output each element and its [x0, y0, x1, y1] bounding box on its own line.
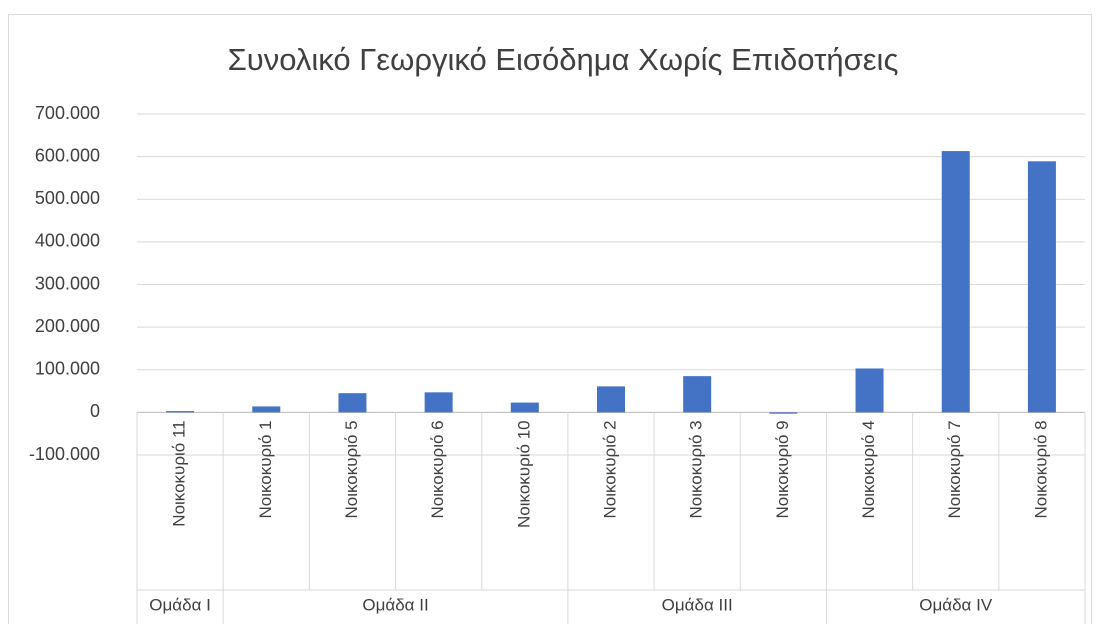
bar	[683, 376, 712, 413]
y-tick-label: 200.000	[35, 316, 100, 336]
chart-title: Συνολικό Γεωργικό Εισόδημα Χωρίς Επιδοτή…	[228, 42, 899, 77]
y-tick-label: 100.000	[35, 359, 100, 379]
x-tick-label: Νοικοκυριό 7	[945, 420, 964, 518]
x-tick-label: Νοικοκυριό 2	[600, 420, 619, 518]
chart-frame	[8, 14, 1092, 624]
x-tick-label: Νοικοκυριό 8	[1031, 420, 1050, 518]
group-label: Ομάδα II	[362, 595, 428, 614]
y-tick-label: 500.000	[35, 188, 100, 208]
y-tick-label: -100.000	[29, 444, 100, 464]
bar	[769, 412, 798, 414]
x-tick-label: Νοικοκυριό 5	[342, 420, 361, 518]
x-tick-label: Νοικοκυριό 9	[773, 420, 792, 518]
group-label: Ομάδα I	[149, 595, 211, 614]
bar	[510, 402, 539, 413]
y-tick-label: 400.000	[35, 231, 100, 251]
bar	[597, 386, 625, 413]
y-tick-label: 700.000	[35, 103, 100, 123]
bar	[1027, 161, 1056, 413]
y-tick-label: 600.000	[35, 145, 100, 165]
y-tick-label: 0	[90, 401, 100, 421]
x-tick-label: Νοικοκυριό 6	[428, 420, 447, 518]
y-tick-label: 300.000	[35, 273, 100, 293]
bar	[424, 392, 453, 413]
x-tick-label: Νοικοκυριό 1	[256, 420, 275, 518]
x-tick-label: Νοικοκυριό 10	[514, 420, 533, 528]
x-tick-label: Νοικοκυριό 3	[687, 420, 706, 518]
bar	[941, 151, 970, 413]
bar	[252, 406, 281, 413]
x-tick-label: Νοικοκυριό 11	[170, 420, 189, 526]
bar	[338, 393, 367, 413]
bar	[166, 411, 195, 413]
bar	[855, 368, 884, 413]
group-label: Ομάδα IV	[919, 595, 993, 614]
group-label: Ομάδα III	[662, 595, 733, 614]
x-tick-label: Νοικοκυριό 4	[859, 420, 878, 518]
